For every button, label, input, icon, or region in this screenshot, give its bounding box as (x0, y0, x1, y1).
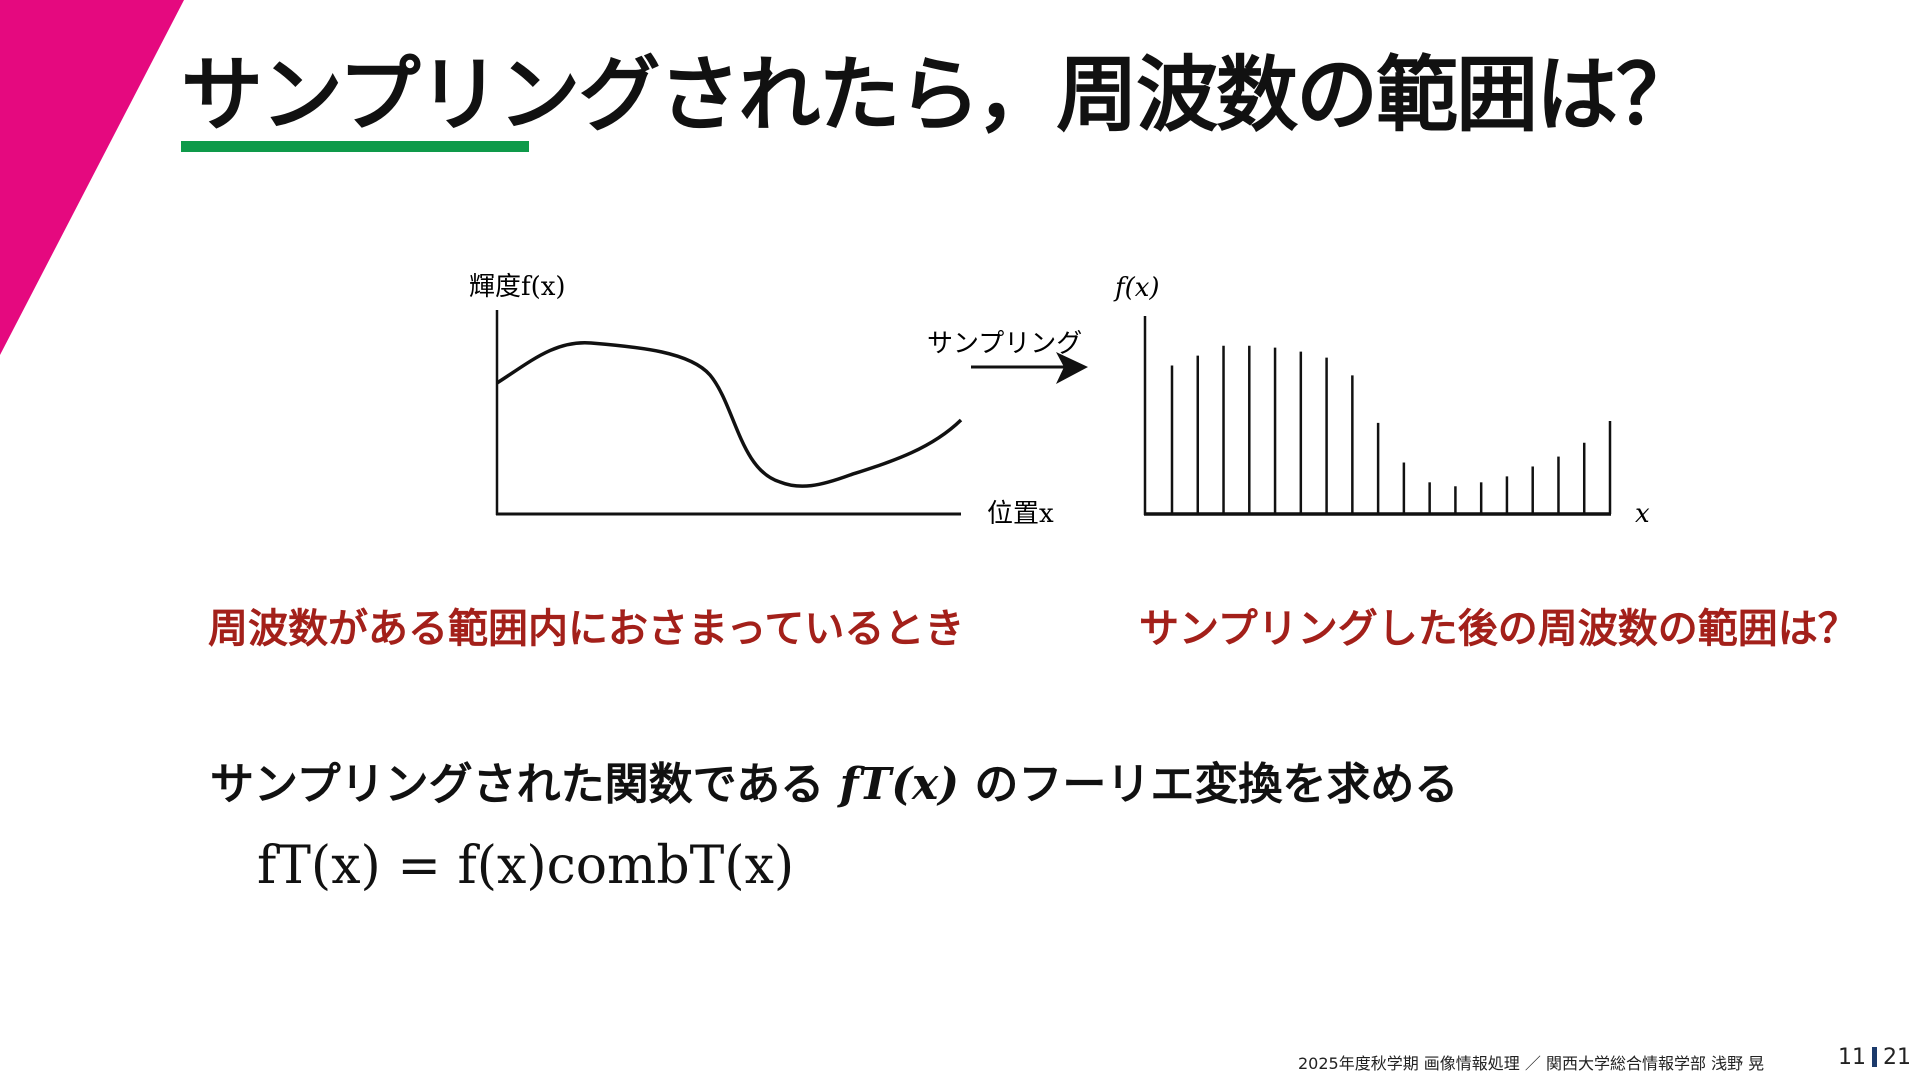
left-y-label: 輝度f(x) (469, 272, 566, 302)
arrow-head-icon (1056, 352, 1088, 384)
subtitle-text-pre: サンプリングされた関数である (210, 759, 840, 810)
subtitle: サンプリングされた関数である fT(x) のフーリエ変換を求める (210, 748, 1458, 812)
page-number: 11 21 (1838, 1045, 1911, 1070)
slide-title: サンプリングされたら，周波数の範囲は？ (181, 48, 1698, 143)
right-y-label: f(x) (1113, 273, 1160, 303)
subtitle-text-post: のフーリエ変換を求める (959, 759, 1459, 810)
right-caption: サンプリングした後の周波数の範囲は？ (1139, 606, 1858, 652)
left-caption: 周波数がある範囲内におさまっているとき (208, 606, 965, 652)
left-x-label: 位置x (987, 499, 1054, 529)
page-separator (1872, 1047, 1877, 1067)
sampling-diagram: 輝度f(x) 位置x サンプリング f(x) x (469, 272, 1650, 529)
subtitle-math: fT(x) (839, 759, 960, 810)
footer-text: 2025年度秋学期 画像情報処理 ／ 関西大学総合情報学部 浅野 晃 (1298, 1054, 1765, 1073)
page-current: 11 (1838, 1045, 1866, 1070)
sampling-arrow: サンプリング (927, 329, 1088, 384)
arrow-label: サンプリング (927, 329, 1082, 359)
sampled-signal-plot: f(x) x (1113, 273, 1650, 529)
decorative-triangle (0, 0, 184, 355)
right-x-label: x (1635, 499, 1650, 529)
continuous-signal-plot: 輝度f(x) 位置x (469, 272, 1054, 529)
sampling-formula: fT(x) = f(x)combT(x) (257, 836, 795, 896)
title-underline (181, 141, 529, 152)
signal-curve (496, 341, 963, 488)
page-total: 21 (1883, 1045, 1911, 1070)
